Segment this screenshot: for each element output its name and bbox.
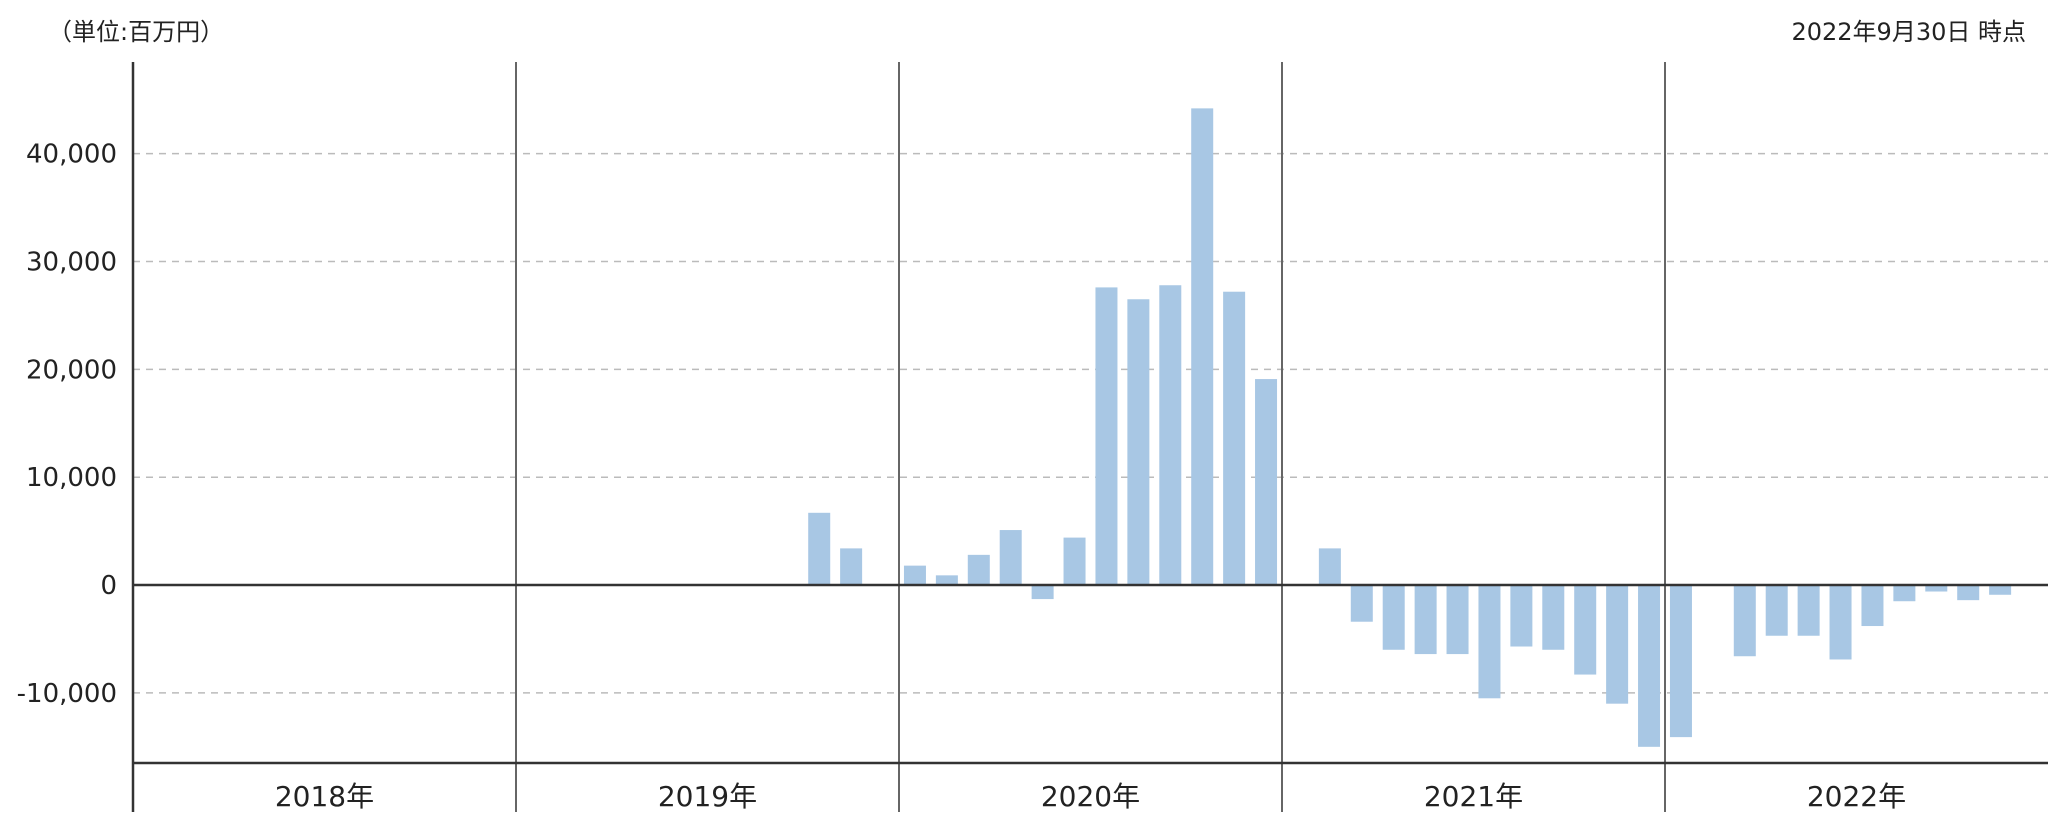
y-tick-label: 10,000: [26, 463, 117, 493]
bar: [999, 530, 1022, 586]
bar: [1797, 585, 1820, 636]
bar: [1765, 585, 1788, 636]
bar: [967, 554, 990, 586]
unit-label: （単位:百万円）: [48, 18, 225, 46]
year-label: 2020年: [1041, 780, 1140, 813]
bar: [1063, 537, 1086, 586]
y-tick-label: 40,000: [26, 140, 117, 170]
bar: [1829, 585, 1852, 660]
bar: [1861, 585, 1884, 627]
y-tick-label: -10,000: [17, 679, 117, 709]
bar: [1446, 585, 1469, 655]
bar: [1669, 585, 1692, 738]
axes: [131, 62, 2048, 812]
bar: [1255, 379, 1278, 586]
year-label: 2021年: [1424, 780, 1523, 813]
bar: [1382, 585, 1405, 650]
y-tick-label: 20,000: [26, 355, 117, 385]
y-tick-label: 0: [100, 571, 117, 601]
bar: [1733, 585, 1756, 657]
bar: [1638, 585, 1661, 747]
bar: [1031, 585, 1054, 600]
bars: [808, 108, 2012, 747]
bar: [1414, 585, 1437, 655]
as-of-date-label: 2022年9月30日 時点: [1791, 18, 2026, 46]
bar: [1127, 299, 1150, 586]
y-tick-labels: 40,000 30,000 20,000 10,000 0 -10,000: [17, 140, 117, 709]
bar: [808, 512, 831, 586]
bar: [840, 548, 863, 586]
bar: [1095, 287, 1118, 586]
bar: [1350, 585, 1373, 622]
bar: [1478, 585, 1501, 699]
bar: [1606, 585, 1629, 704]
bar: [1957, 585, 1980, 601]
bar: [1159, 285, 1182, 586]
year-label: 2019年: [658, 780, 757, 813]
year-label: 2022年: [1807, 780, 1906, 813]
bar: [1318, 548, 1341, 586]
bar: [935, 575, 958, 586]
bar: [1223, 291, 1246, 586]
year-label: 2018年: [275, 780, 374, 813]
bar: [1510, 585, 1533, 647]
y-tick-label: 30,000: [26, 248, 117, 278]
bar: [1925, 585, 1948, 592]
grid-lines: [133, 152, 2048, 694]
bar: [1574, 585, 1597, 675]
year-dividers: [515, 62, 1666, 812]
bar: [1191, 108, 1214, 586]
bar: [1893, 585, 1916, 602]
year-labels: 2018年 2019年 2020年 2021年 2022年: [275, 780, 1906, 813]
bar: [903, 565, 926, 586]
bar: [1989, 585, 2012, 595]
bar: [1542, 585, 1565, 650]
